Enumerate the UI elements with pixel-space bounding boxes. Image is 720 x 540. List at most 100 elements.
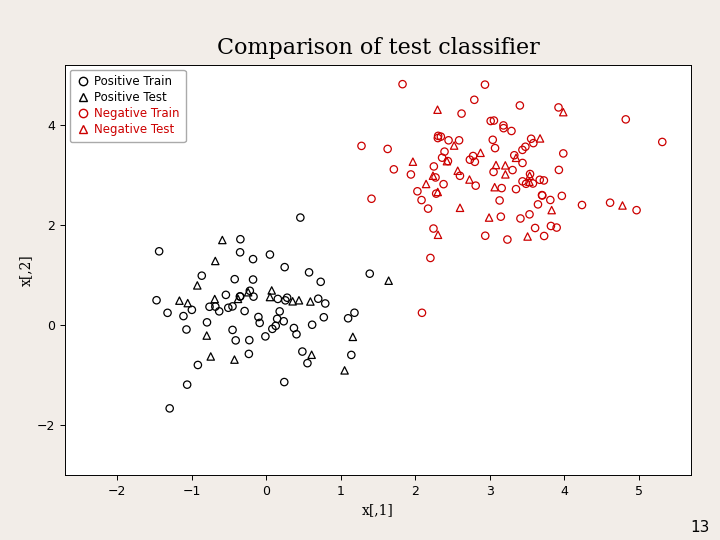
Point (204, 302, 215, 311)
Point (454, 172, 466, 180)
Point (217, 235, 228, 244)
Point (508, 151, 520, 159)
Point (515, 214, 526, 223)
Point (279, 296, 291, 305)
Point (227, 302, 238, 310)
Point (494, 196, 505, 205)
Point (517, 177, 528, 186)
Point (235, 235, 246, 244)
Point (153, 247, 165, 255)
Point (201, 331, 212, 340)
Point (279, 263, 290, 272)
Point (293, 296, 305, 305)
Y-axis label: x[,2]: x[,2] (19, 254, 32, 286)
Point (428, 224, 439, 233)
Point (517, 159, 528, 167)
Point (320, 299, 331, 308)
Point (502, 235, 513, 244)
Point (162, 308, 174, 317)
Point (435, 132, 446, 141)
Point (523, 178, 535, 186)
Point (536, 191, 548, 199)
Point (436, 153, 448, 162)
Point (315, 278, 326, 286)
Point (287, 297, 298, 306)
Point (196, 272, 207, 280)
Point (430, 173, 441, 182)
Point (474, 148, 486, 157)
Point (210, 302, 221, 311)
Point (222, 303, 234, 312)
Point (288, 323, 300, 332)
Point (432, 105, 444, 114)
Point (514, 101, 526, 110)
Point (428, 162, 440, 171)
Point (181, 325, 192, 334)
Point (604, 198, 616, 207)
Title: Comparison of test classifier: Comparison of test classifier (217, 37, 539, 59)
Point (487, 167, 499, 176)
Point (213, 307, 225, 316)
Point (192, 361, 204, 369)
Point (383, 276, 395, 285)
Point (524, 170, 536, 178)
Point (500, 170, 511, 179)
Point (443, 136, 454, 145)
Point (527, 179, 539, 188)
Point (364, 269, 376, 278)
Point (318, 313, 330, 322)
Point (538, 176, 549, 185)
Point (532, 200, 544, 208)
Point (243, 288, 254, 296)
Point (432, 134, 444, 143)
Point (432, 188, 444, 197)
Point (272, 295, 284, 303)
Point (305, 297, 316, 306)
Point (423, 204, 434, 213)
Point (415, 196, 427, 205)
Point (266, 286, 277, 295)
Point (490, 144, 501, 152)
Point (346, 350, 357, 359)
Point (489, 183, 500, 192)
Point (229, 275, 240, 284)
Point (348, 308, 360, 317)
Point (407, 157, 418, 166)
Point (174, 296, 185, 305)
Point (427, 171, 438, 180)
Point (498, 121, 509, 130)
Point (546, 206, 557, 214)
Point (339, 366, 351, 375)
Point (264, 250, 276, 259)
Point (431, 190, 442, 198)
Point (456, 109, 467, 118)
Point (182, 299, 194, 307)
Point (490, 161, 502, 170)
Point (164, 404, 176, 413)
Point (545, 221, 557, 230)
Point (441, 157, 453, 165)
Point (498, 124, 509, 132)
Point (470, 181, 482, 190)
Point (521, 179, 532, 188)
Point (438, 180, 449, 188)
Point (432, 231, 444, 239)
Point (464, 156, 476, 164)
Point (438, 147, 450, 156)
Point (356, 141, 367, 150)
Point (523, 210, 535, 219)
Point (233, 295, 244, 303)
Point (303, 268, 315, 276)
Point (557, 108, 569, 117)
Point (210, 256, 221, 265)
Point (505, 127, 517, 136)
Point (243, 336, 255, 345)
Point (529, 224, 541, 232)
Point (264, 293, 276, 301)
Point (520, 143, 531, 151)
Point (366, 194, 377, 203)
Point (524, 171, 536, 180)
Point (260, 332, 271, 341)
Point (534, 176, 546, 184)
Point (488, 116, 500, 125)
